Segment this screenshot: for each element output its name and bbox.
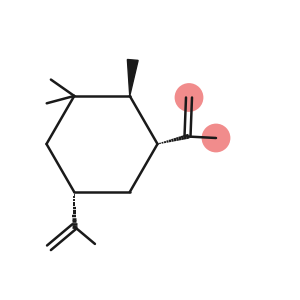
- Circle shape: [202, 124, 230, 152]
- Circle shape: [175, 83, 203, 112]
- Polygon shape: [128, 59, 138, 96]
